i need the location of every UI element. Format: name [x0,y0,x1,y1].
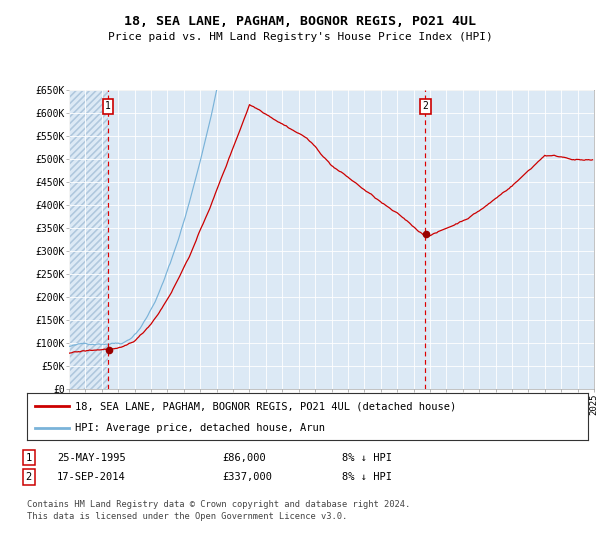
Text: £86,000: £86,000 [222,452,266,463]
Text: 18, SEA LANE, PAGHAM, BOGNOR REGIS, PO21 4UL (detached house): 18, SEA LANE, PAGHAM, BOGNOR REGIS, PO21… [74,401,456,411]
Text: 8% ↓ HPI: 8% ↓ HPI [342,452,392,463]
Text: 2: 2 [26,472,32,482]
Text: 8% ↓ HPI: 8% ↓ HPI [342,472,392,482]
Bar [69,90,108,389]
Text: Contains HM Land Registry data © Crown copyright and database right 2024.: Contains HM Land Registry data © Crown c… [27,500,410,508]
Text: £337,000: £337,000 [222,472,272,482]
Text: Price paid vs. HM Land Registry's House Price Index (HPI): Price paid vs. HM Land Registry's House … [107,32,493,42]
Text: HPI: Average price, detached house, Arun: HPI: Average price, detached house, Arun [74,423,325,433]
Text: 2: 2 [422,101,428,111]
Text: 25-MAY-1995: 25-MAY-1995 [57,452,126,463]
Text: 1: 1 [26,452,32,463]
Text: 17-SEP-2014: 17-SEP-2014 [57,472,126,482]
Text: This data is licensed under the Open Government Licence v3.0.: This data is licensed under the Open Gov… [27,512,347,521]
Text: 18, SEA LANE, PAGHAM, BOGNOR REGIS, PO21 4UL: 18, SEA LANE, PAGHAM, BOGNOR REGIS, PO21… [124,15,476,28]
Text: 1: 1 [105,101,111,111]
